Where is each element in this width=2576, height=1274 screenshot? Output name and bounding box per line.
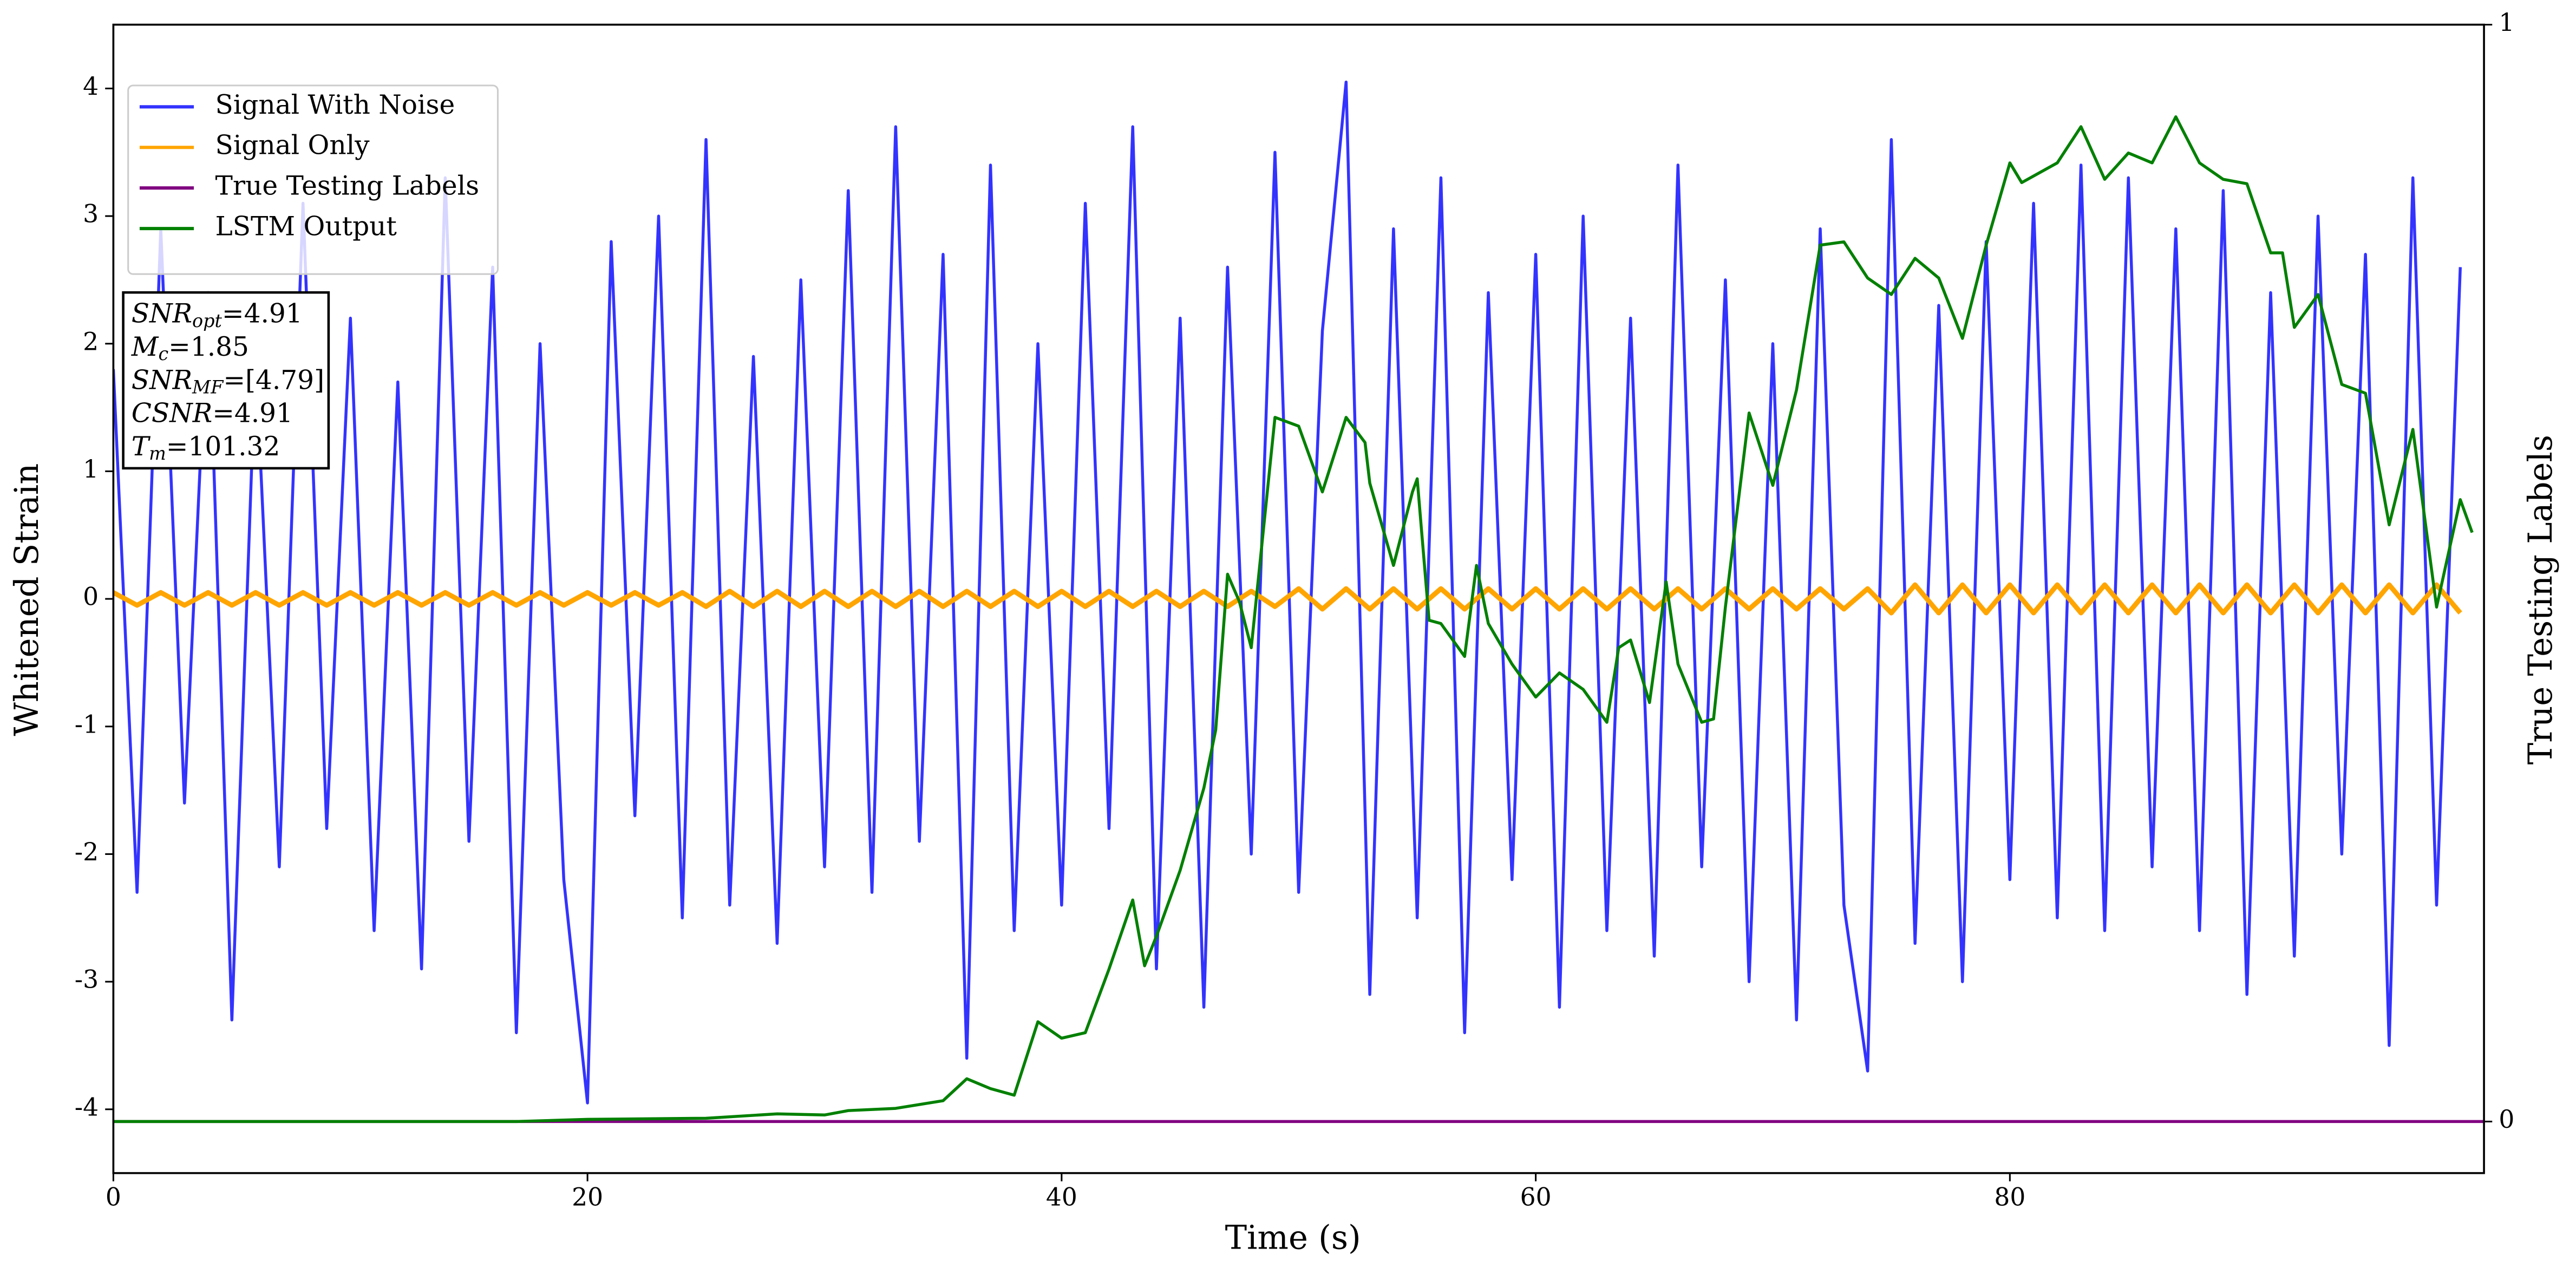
annotation-base: SNR [132, 365, 192, 395]
y-axis-label: Whitened Strain [8, 463, 46, 736]
annotation-base: CSNR [132, 398, 212, 428]
x-axis-label: Time (s) [1225, 1219, 1361, 1257]
y2-tick-label: 1 [2499, 8, 2514, 37]
annotation-rest: =101.32 [166, 431, 280, 461]
annotation-rest: =4.91 [212, 398, 293, 428]
annotation-sub: MF [192, 376, 224, 397]
annotation-line: SNRopt=4.91 [132, 298, 303, 331]
annotation-sub: c [158, 343, 168, 364]
annotation-box [122, 291, 330, 470]
legend-label: Signal Only [215, 130, 370, 161]
annotation-rest: =1.85 [168, 331, 249, 362]
y-tick-label: 0 [83, 583, 99, 611]
annotation-base: T [132, 431, 151, 461]
annotation-sub: m [149, 443, 166, 464]
annotation-line: Mc=1.85 [131, 331, 249, 364]
annotation-sub: opt [192, 310, 222, 331]
annotation-line: Tm=101.32 [132, 431, 280, 464]
y-tick-label: 4 [83, 72, 99, 101]
y-tick-label: -1 [75, 710, 99, 739]
series-line [113, 582, 2462, 616]
y-tick-label: -4 [75, 1093, 99, 1121]
x-tick-label: 60 [1520, 1183, 1552, 1212]
annotation-line: CSNR=4.91 [132, 398, 293, 428]
annotation-rest: =4.91 [222, 298, 303, 329]
legend-label: Signal With Noise [215, 90, 455, 120]
annotation-line: SNRMF=[4.79] [132, 365, 324, 398]
plot-area [113, 80, 2485, 1123]
legend-label: LSTM Output [215, 212, 397, 242]
legend-label: True Testing Labels [215, 171, 480, 201]
series-line [113, 80, 2462, 1105]
x-tick-label: 40 [1046, 1183, 1077, 1212]
y-tick-label: -2 [75, 838, 99, 866]
annotation-base: M [131, 331, 159, 362]
legend-box [127, 84, 499, 275]
y2-axis-label: True Testing Labels [2522, 435, 2560, 765]
y-tick-label: 2 [83, 327, 99, 356]
x-tick-label: 80 [1994, 1183, 2025, 1212]
annotation-rest: =[4.79] [223, 365, 324, 395]
annotation-base: SNR [132, 298, 192, 329]
y-tick-label: 3 [83, 200, 99, 228]
y-tick-label: 1 [83, 455, 99, 484]
x-tick-label: 0 [106, 1183, 121, 1212]
series-line [113, 115, 2474, 1123]
y2-tick-label: 0 [2499, 1105, 2514, 1134]
y-tick-label: -3 [75, 965, 99, 994]
x-tick-label: 20 [572, 1183, 603, 1212]
